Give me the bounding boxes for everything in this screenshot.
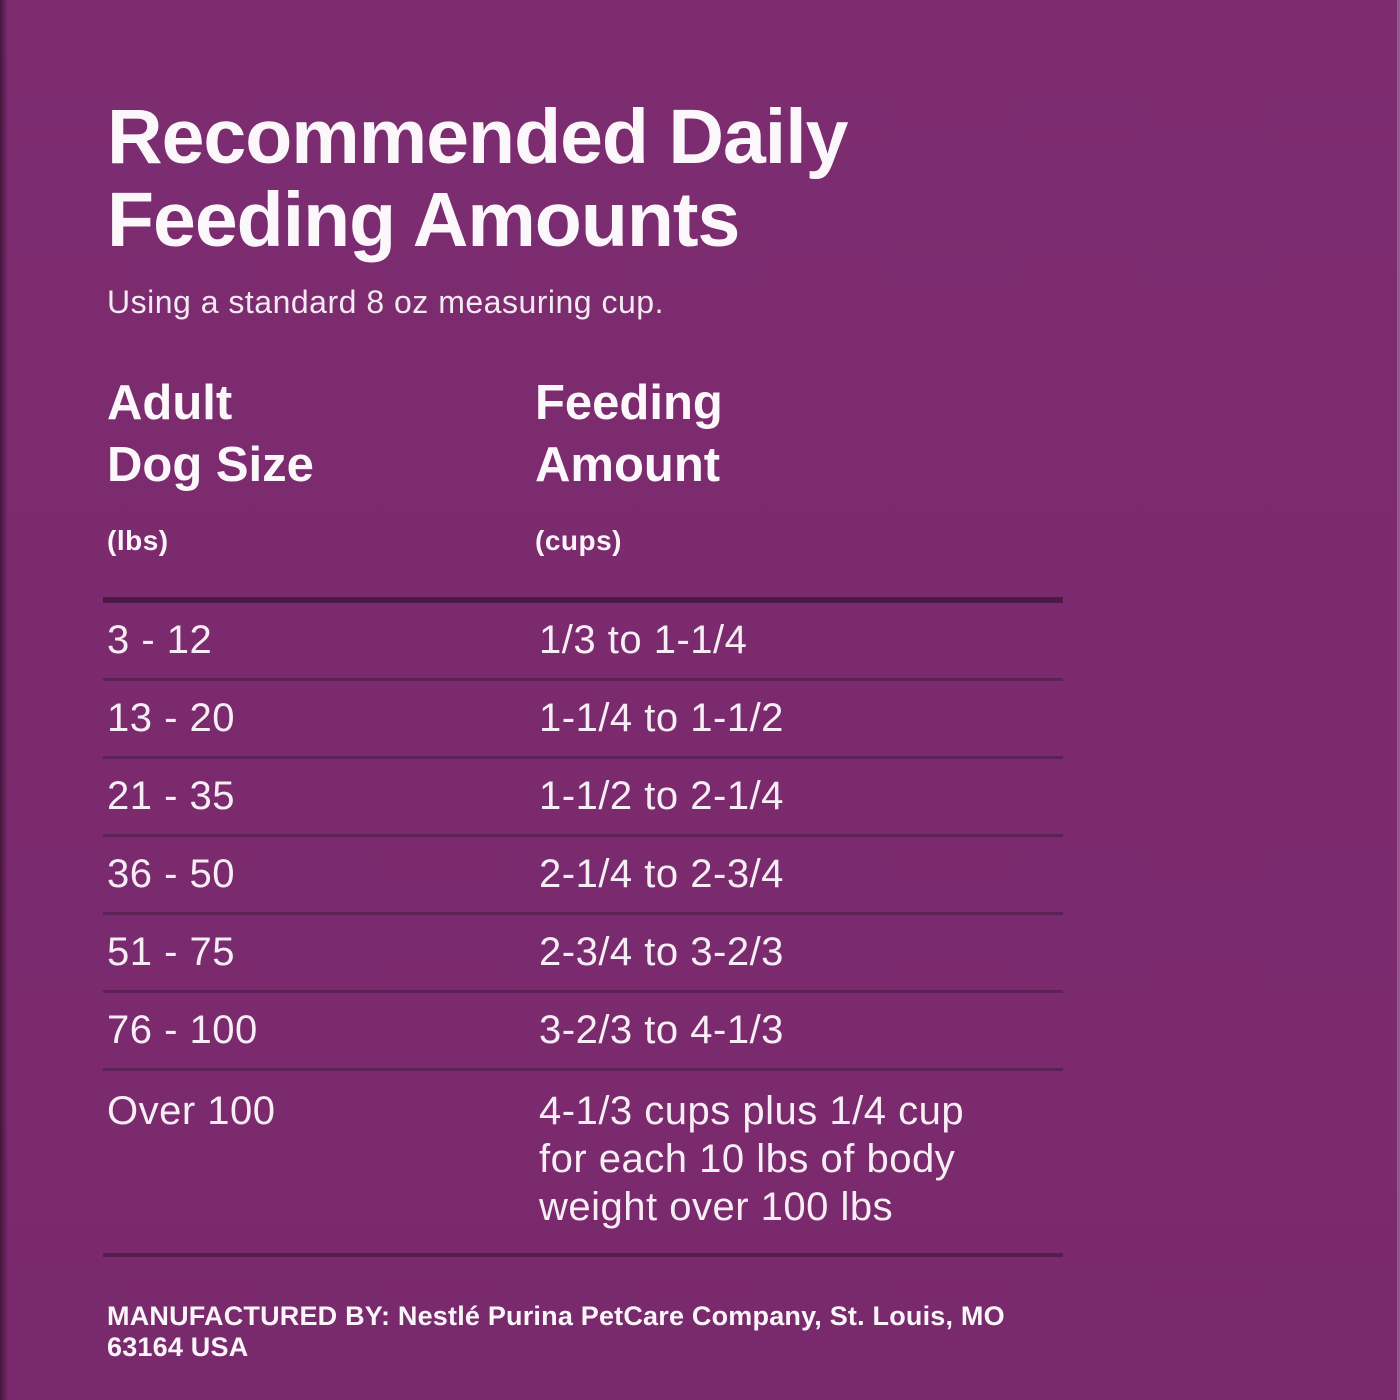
feeding-amount-cell: 1-1/4 to 1-1/2 [539, 695, 784, 740]
feeding-amount-unit: (cups) [535, 524, 622, 556]
dog-size-cell: 76 - 100 [107, 1007, 258, 1052]
feeding-amount-cell: 1-1/2 to 2-1/4 [539, 773, 784, 818]
dog-size-cell: 36 - 50 [107, 851, 236, 896]
column-header-feeding-amount: Feeding Amount (cups) [535, 373, 1063, 556]
dog-size-cell: 13 - 20 [107, 695, 236, 740]
feeding-amount-cell: 2-1/4 to 2-3/4 [539, 851, 784, 896]
column-header-dog-size: Adult Dog Size (lbs) [107, 373, 535, 556]
feeding-table: 3 - 12 1/3 to 1-1/4 13 - 20 1-1/4 to 1-1… [103, 596, 1063, 1257]
dog-size-label: Adult Dog Size [107, 376, 314, 493]
manufacturer-statement: MANUFACTURED BY: Nestlé Purina PetCare C… [107, 1300, 1005, 1362]
feeding-amount-cell: 4-1/3 cups plus 1/4 cup for each 10 lbs … [539, 1088, 965, 1229]
table-row: Over 100 4-1/3 cups plus 1/4 cup for eac… [103, 1071, 1063, 1257]
feeding-amount-cell: 2-3/4 to 3-2/3 [539, 929, 784, 974]
table-header: Adult Dog Size (lbs) Feeding Amount (cup… [107, 373, 1063, 556]
left-edge-shadow [0, 0, 8, 1400]
table-row: 3 - 12 1/3 to 1-1/4 [103, 603, 1063, 681]
table-row: 13 - 20 1-1/4 to 1-1/2 [103, 681, 1063, 759]
table-row: 76 - 100 3-2/3 to 4-1/3 [103, 993, 1063, 1071]
table-row: 36 - 50 2-1/4 to 2-3/4 [103, 837, 1063, 915]
feeding-amount-cell: 3-2/3 to 4-1/3 [539, 1007, 784, 1052]
panel-content: Recommended Daily Feeding Amounts Using … [103, 94, 1063, 1363]
table-row: 51 - 75 2-3/4 to 3-2/3 [103, 915, 1063, 993]
dog-size-cell: 51 - 75 [107, 929, 236, 974]
subtitle: Using a standard 8 oz measuring cup. [107, 284, 664, 321]
dog-size-cell: 21 - 35 [107, 773, 236, 818]
dog-size-cell: 3 - 12 [107, 617, 213, 662]
feeding-amount-label: Feeding Amount [535, 376, 723, 493]
dog-size-unit: (lbs) [107, 524, 169, 556]
page-title: Recommended Daily Feeding Amounts [107, 94, 848, 264]
feeding-amount-cell: 1/3 to 1-1/4 [539, 617, 748, 662]
dog-size-cell: Over 100 [107, 1088, 276, 1133]
table-row: 21 - 35 1-1/2 to 2-1/4 [103, 759, 1063, 837]
